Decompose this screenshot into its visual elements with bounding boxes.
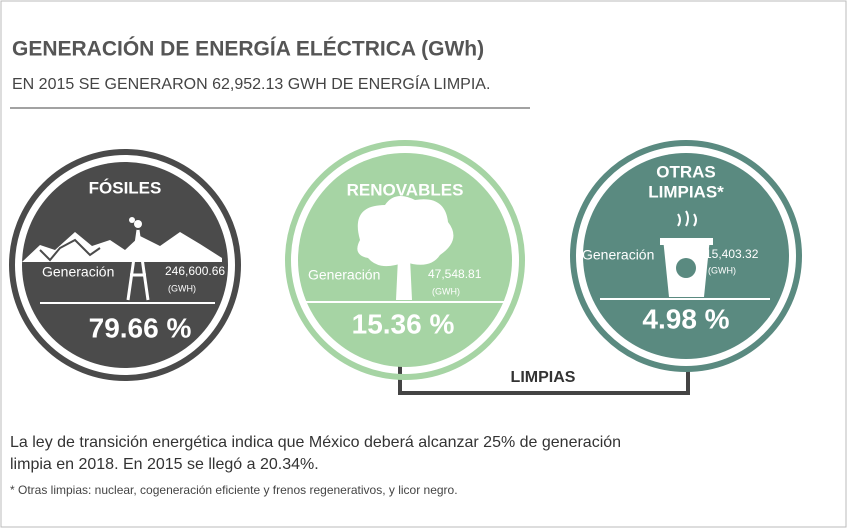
fossil-circle	[9, 149, 241, 381]
generation-label: Generación	[42, 264, 114, 280]
source-name: FÓSILES	[89, 178, 162, 197]
note-line: La ley de transición energética indica q…	[10, 434, 621, 451]
source-name: OTRAS	[656, 162, 716, 181]
footnote: * Otras limpias: nuclear, cogeneración e…	[10, 483, 458, 497]
renewables-circle	[285, 140, 525, 380]
other-clean-circle	[570, 140, 802, 372]
source-name: LIMPIAS*	[648, 182, 724, 201]
generation-value: 15,403.32	[705, 247, 759, 261]
share: 79.66 %	[89, 312, 192, 343]
unit: (GWH)	[708, 265, 736, 275]
subtitle: EN 2015 SE GENERARON 62,952.13 GWH DE EN…	[12, 74, 490, 93]
title: GENERACIÓN DE ENERGÍA ELÉCTRICA (GWh)	[12, 37, 484, 61]
source-name: RENOVABLES	[347, 180, 464, 199]
generation-label: Generación	[582, 247, 654, 263]
unit: (GWH)	[432, 286, 460, 296]
generation-label: Generación	[308, 267, 380, 283]
generation-value: 246,600.66	[165, 264, 225, 278]
group-label: LIMPIAS	[511, 369, 576, 386]
share: 15.36 %	[352, 308, 455, 339]
share: 4.98 %	[642, 303, 729, 334]
generation-value: 47,548.81	[428, 267, 482, 281]
unit: (GWH)	[168, 283, 196, 293]
note-line: limpia en 2018. En 2015 se llegó a 20.34…	[10, 456, 319, 473]
